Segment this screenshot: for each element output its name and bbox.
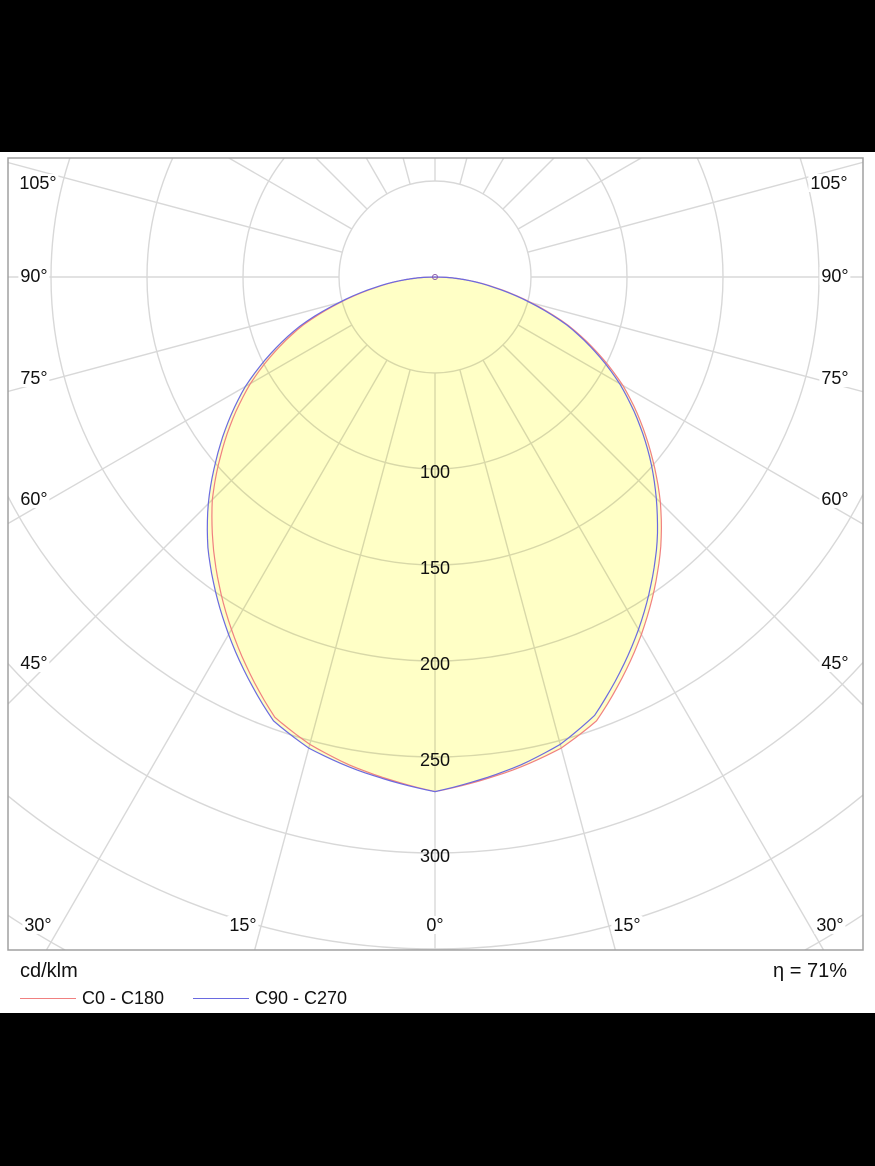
plot-frame [7, 157, 864, 951]
angle-label-left: 105° [17, 173, 59, 193]
angle-label-right: 45° [819, 653, 851, 673]
angle-label-bottom: 15° [227, 915, 259, 935]
grid-radial [517, 158, 643, 230]
origin-marker [432, 274, 438, 280]
grid-radial [459, 369, 617, 950]
grid-radial [253, 369, 411, 950]
angle-label-right: 60° [819, 489, 851, 509]
legend-item-c0-c180: C0 - C180 [20, 988, 164, 1009]
grid-radial [502, 344, 863, 706]
grid-radial [527, 301, 863, 393]
angle-label-bottom: 30° [814, 915, 846, 935]
grid-radial [45, 359, 388, 950]
grid-radial [482, 158, 505, 195]
efficiency-label: η = 71% [773, 960, 847, 982]
angle-label-bottom: 0° [424, 915, 446, 935]
grid-radial [365, 158, 388, 195]
radial-tick-label: 100 [419, 462, 451, 482]
grid-radial [517, 324, 863, 525]
grid-radial [459, 158, 468, 185]
legend-label: C90 - C270 [255, 988, 348, 1008]
curve-c90-c270 [206, 276, 659, 793]
legend-label: C0 - C180 [82, 988, 165, 1008]
grid-radial [402, 158, 411, 185]
grid-radial [227, 158, 353, 230]
grid-radial [8, 324, 353, 525]
angle-label-left: 75° [18, 368, 50, 388]
fill-area [207, 277, 658, 792]
angle-label-right: 75° [819, 368, 851, 388]
legend-item-c90-c270: C90 - C270 [193, 988, 347, 1009]
angle-label-left: 60° [18, 489, 50, 509]
angle-label-bottom: 15° [611, 915, 643, 935]
radial-tick-label: 200 [419, 654, 451, 674]
grid-radial [8, 344, 368, 705]
grid-radial [482, 359, 825, 950]
grid-radial [8, 161, 343, 253]
grid-radial [8, 301, 343, 393]
radial-tick-label: 150 [419, 558, 451, 578]
angle-label-left: 45° [18, 653, 50, 673]
legend-swatch-c90-c270 [193, 998, 249, 999]
light-distribution-fill [207, 277, 662, 792]
unit-label: cd/klm [20, 960, 78, 982]
angle-label-bottom: 30° [22, 915, 54, 935]
legend-swatch-c0-c180 [20, 998, 76, 999]
angle-label-right: 105° [808, 173, 850, 193]
radial-tick-label: 300 [419, 846, 451, 866]
intensity-curves [206, 274, 663, 793]
grid-radial [527, 161, 863, 253]
angle-label-right: 90° [819, 266, 851, 286]
angle-label-left: 90° [18, 266, 50, 286]
radial-tick-label: 250 [419, 750, 451, 770]
